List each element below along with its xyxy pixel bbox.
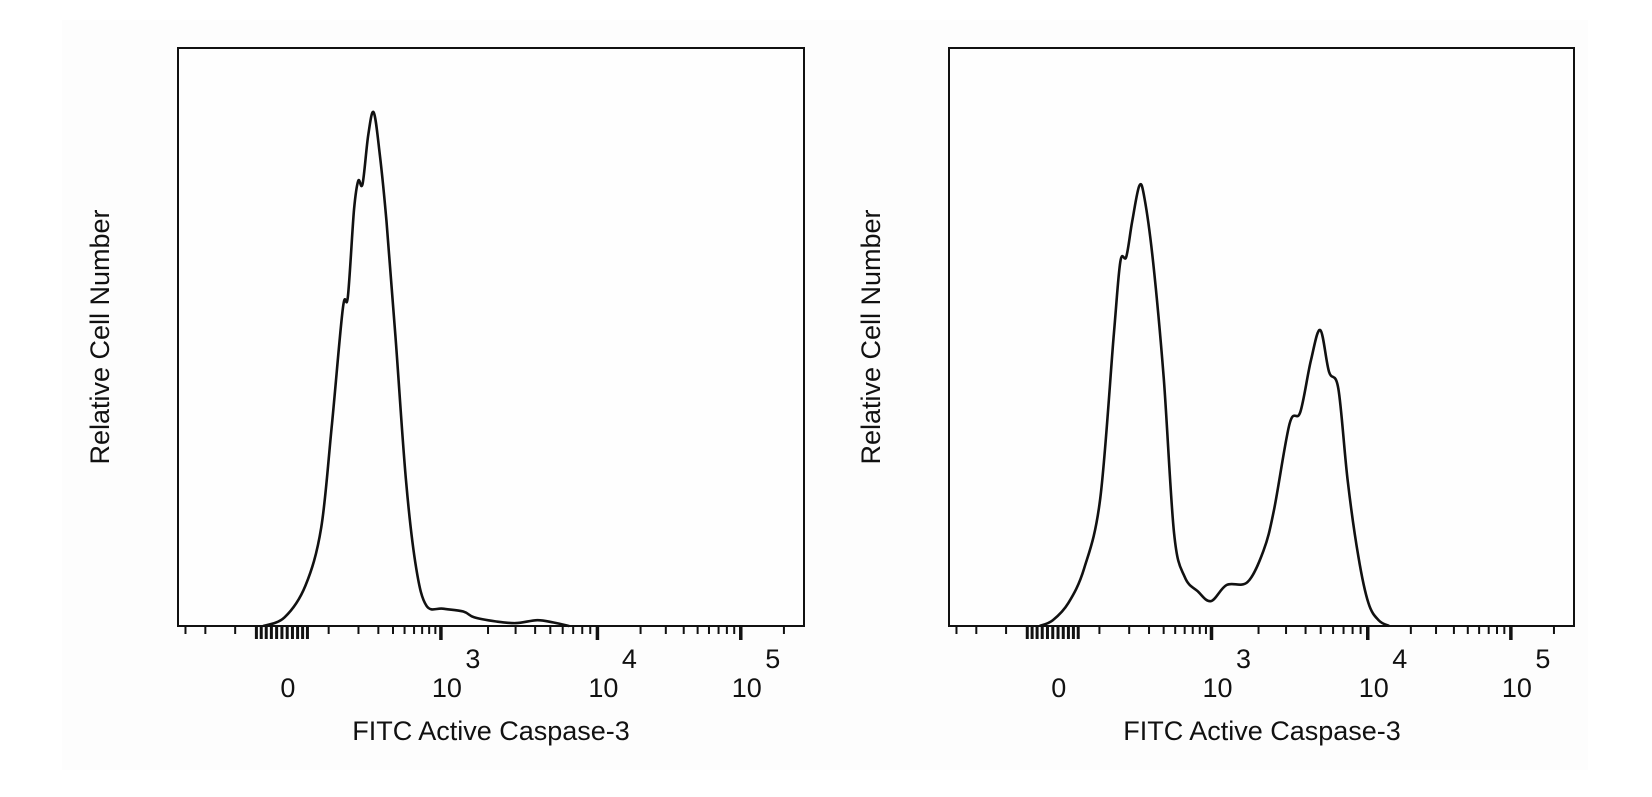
tick-label: 0 xyxy=(280,673,295,703)
x-axis-ticks xyxy=(955,626,1555,640)
histogram-curve xyxy=(262,110,570,628)
tick-label-base: 10 xyxy=(1359,673,1389,703)
histogram-curve xyxy=(1039,182,1390,628)
plot-frame xyxy=(177,47,805,627)
tick-label-base: 10 xyxy=(732,673,762,703)
tick-label-base: 10 xyxy=(588,673,618,703)
tick-label-exponent: 5 xyxy=(765,644,780,674)
y-axis-label: Relative Cell Number xyxy=(85,209,115,464)
tick-label-exponent: 3 xyxy=(465,644,480,674)
tick-label-exponent: 4 xyxy=(622,644,637,674)
tick-label-base: 10 xyxy=(432,673,462,703)
tick-label-exponent: 5 xyxy=(1535,644,1550,674)
tick-label: 0 xyxy=(1051,673,1066,703)
x-axis-ticks xyxy=(184,626,785,640)
plot-frame xyxy=(948,47,1575,627)
tick-label-base: 10 xyxy=(1202,673,1232,703)
tick-label-exponent: 4 xyxy=(1392,644,1407,674)
y-axis-label: Relative Cell Number xyxy=(856,209,886,464)
x-axis-label: FITC Active Caspase-3 xyxy=(1123,716,1401,746)
tick-label-base: 10 xyxy=(1502,673,1532,703)
tick-label-exponent: 3 xyxy=(1236,644,1251,674)
x-axis-label: FITC Active Caspase-3 xyxy=(352,716,630,746)
